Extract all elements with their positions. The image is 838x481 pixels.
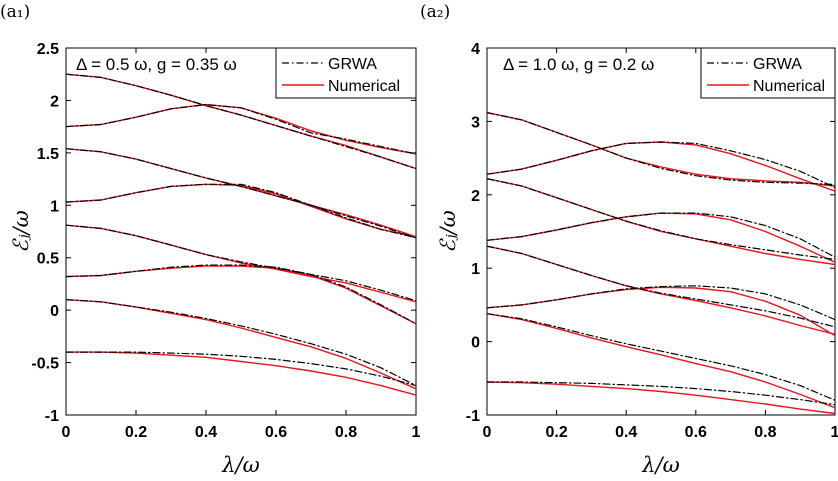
x-axis-label: λ/ω [221,453,260,477]
x-tick-label: 0.8 [754,424,776,441]
series-line-numerical [487,212,835,263]
x-axis-label: λ/ω [641,453,680,477]
x-tick-label: 0.2 [125,424,147,441]
x-tick-label: 0.6 [685,424,707,441]
legend-box [275,47,417,99]
panel-label: (a₂) [420,2,450,22]
series-line-numerical [66,183,416,238]
axes-frame [65,47,417,416]
y-tick-label: 2 [50,93,59,110]
y-tick-label: 4 [471,41,480,58]
series-line-grwa [487,212,835,258]
series-line-numerical [487,111,835,187]
series-line-grwa [66,264,416,325]
legend-label-numerical: Numerical [328,78,400,95]
y-tick-label: 1 [471,261,480,278]
y-tick-label: -1 [466,408,480,425]
series-line-numerical [66,265,416,325]
y-tick-label: 3 [471,114,480,131]
series-line-grwa [66,103,416,155]
y-axis-label: ℰⱼ/ω [9,210,33,252]
legend-box [700,47,836,99]
x-tick-label: 1 [831,424,838,441]
series-line-numerical [66,351,416,396]
series-line-grwa [66,148,416,239]
x-tick-label: 0.8 [335,424,357,441]
legend-label-grwa: GRWA [328,56,377,73]
series-line-numerical [66,103,416,155]
series-group [487,111,835,415]
x-tick-label: 0.2 [545,424,567,441]
series-line-numerical [487,381,835,415]
y-tick-label: 0 [50,303,59,320]
series-line-grwa [66,183,416,239]
axes-frame [486,47,836,416]
series-line-grwa [487,245,835,328]
x-tick-label: 0.4 [195,424,217,441]
x-tick-label: 0.6 [265,424,287,441]
parameter-annotation: Δ = 0.5 ω, g = 0.35 ω [76,55,237,74]
y-tick-label: 1.5 [37,146,59,163]
y-tick-label: 2.5 [37,41,59,58]
series-line-grwa [66,73,416,170]
chart-panel-a1: (a₁) 0 0.2 0.4 0.6 0.8 1 -1 -0.5 0 0.5 1 1.5 2 2.5 λ/ω ℰ… [0,2,421,477]
x-tick-label: 0 [483,424,492,441]
series-line-grwa [487,313,835,401]
y-tick-label: -1 [45,408,59,425]
y-tick-label: 0 [471,335,480,352]
series-line-grwa [487,141,835,189]
series-line-grwa [487,285,835,321]
y-tick-label: 0.5 [37,251,59,268]
series-line-grwa [487,178,835,260]
x-tick-label: 1 [412,424,421,441]
y-tick-label: 2 [471,188,480,205]
y-tick-label: -0.5 [31,356,59,373]
series-line-numerical [66,299,416,390]
x-tick-label: 0.4 [615,424,637,441]
x-tick-label: 0 [62,424,71,441]
series-line-numerical [66,224,416,303]
series-line-grwa [487,111,835,186]
y-axis-label: ℰⱼ/ω [436,210,460,252]
legend-label-numerical: Numerical [753,78,825,95]
legend-label-grwa: GRWA [753,56,802,73]
y-tick-label: 1 [50,198,59,215]
series-line-grwa [66,299,416,387]
series-group [66,73,416,396]
panel-label: (a₁) [0,2,30,22]
series-line-grwa [66,351,416,387]
series-line-grwa [66,224,416,302]
series-line-grwa [487,381,835,406]
parameter-annotation: Δ = 1.0 ω, g = 0.2 ω [503,55,654,74]
series-line-numerical [487,313,835,409]
